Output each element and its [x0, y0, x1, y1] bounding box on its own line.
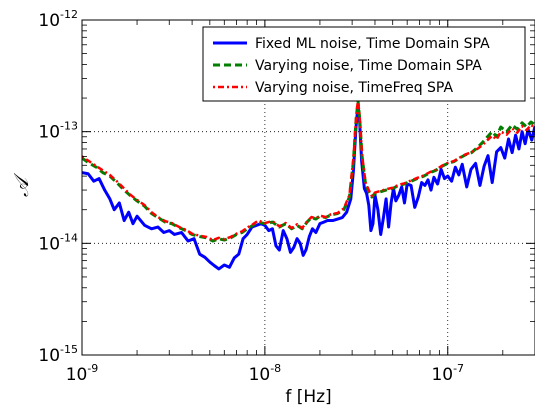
series-line-3: [82, 98, 535, 242]
axis-ticks: [81, 19, 535, 356]
legend: Fixed ML noise, Time Domain SPA Varying n…: [202, 26, 526, 102]
y-tick-label: 10-12: [38, 8, 78, 31]
x-tick-label: 10-7: [431, 362, 464, 385]
y-tick-label: 10-13: [38, 120, 78, 143]
y-tick-label: 10-15: [38, 343, 78, 366]
series-lines: [82, 98, 535, 271]
legend-label-3: Varying noise, TimeFreq SPA: [255, 80, 453, 96]
legend-label-1: Fixed ML noise, Time Domain SPA: [255, 36, 490, 52]
x-axis-label: f [Hz]: [285, 387, 331, 407]
x-tick-label: 10-9: [66, 362, 99, 385]
legend-box: [202, 26, 526, 102]
series-line-1: [82, 104, 535, 271]
y-tick-label: 10-14: [38, 231, 78, 254]
tick-labels: 10-9 10-8 10-7 10-15 10-14 10-13 10-12: [38, 8, 464, 385]
x-tick-label: 10-8: [249, 362, 282, 385]
legend-label-2: Varying noise, Time Domain SPA: [255, 58, 482, 74]
plot-frame: [81, 19, 535, 356]
